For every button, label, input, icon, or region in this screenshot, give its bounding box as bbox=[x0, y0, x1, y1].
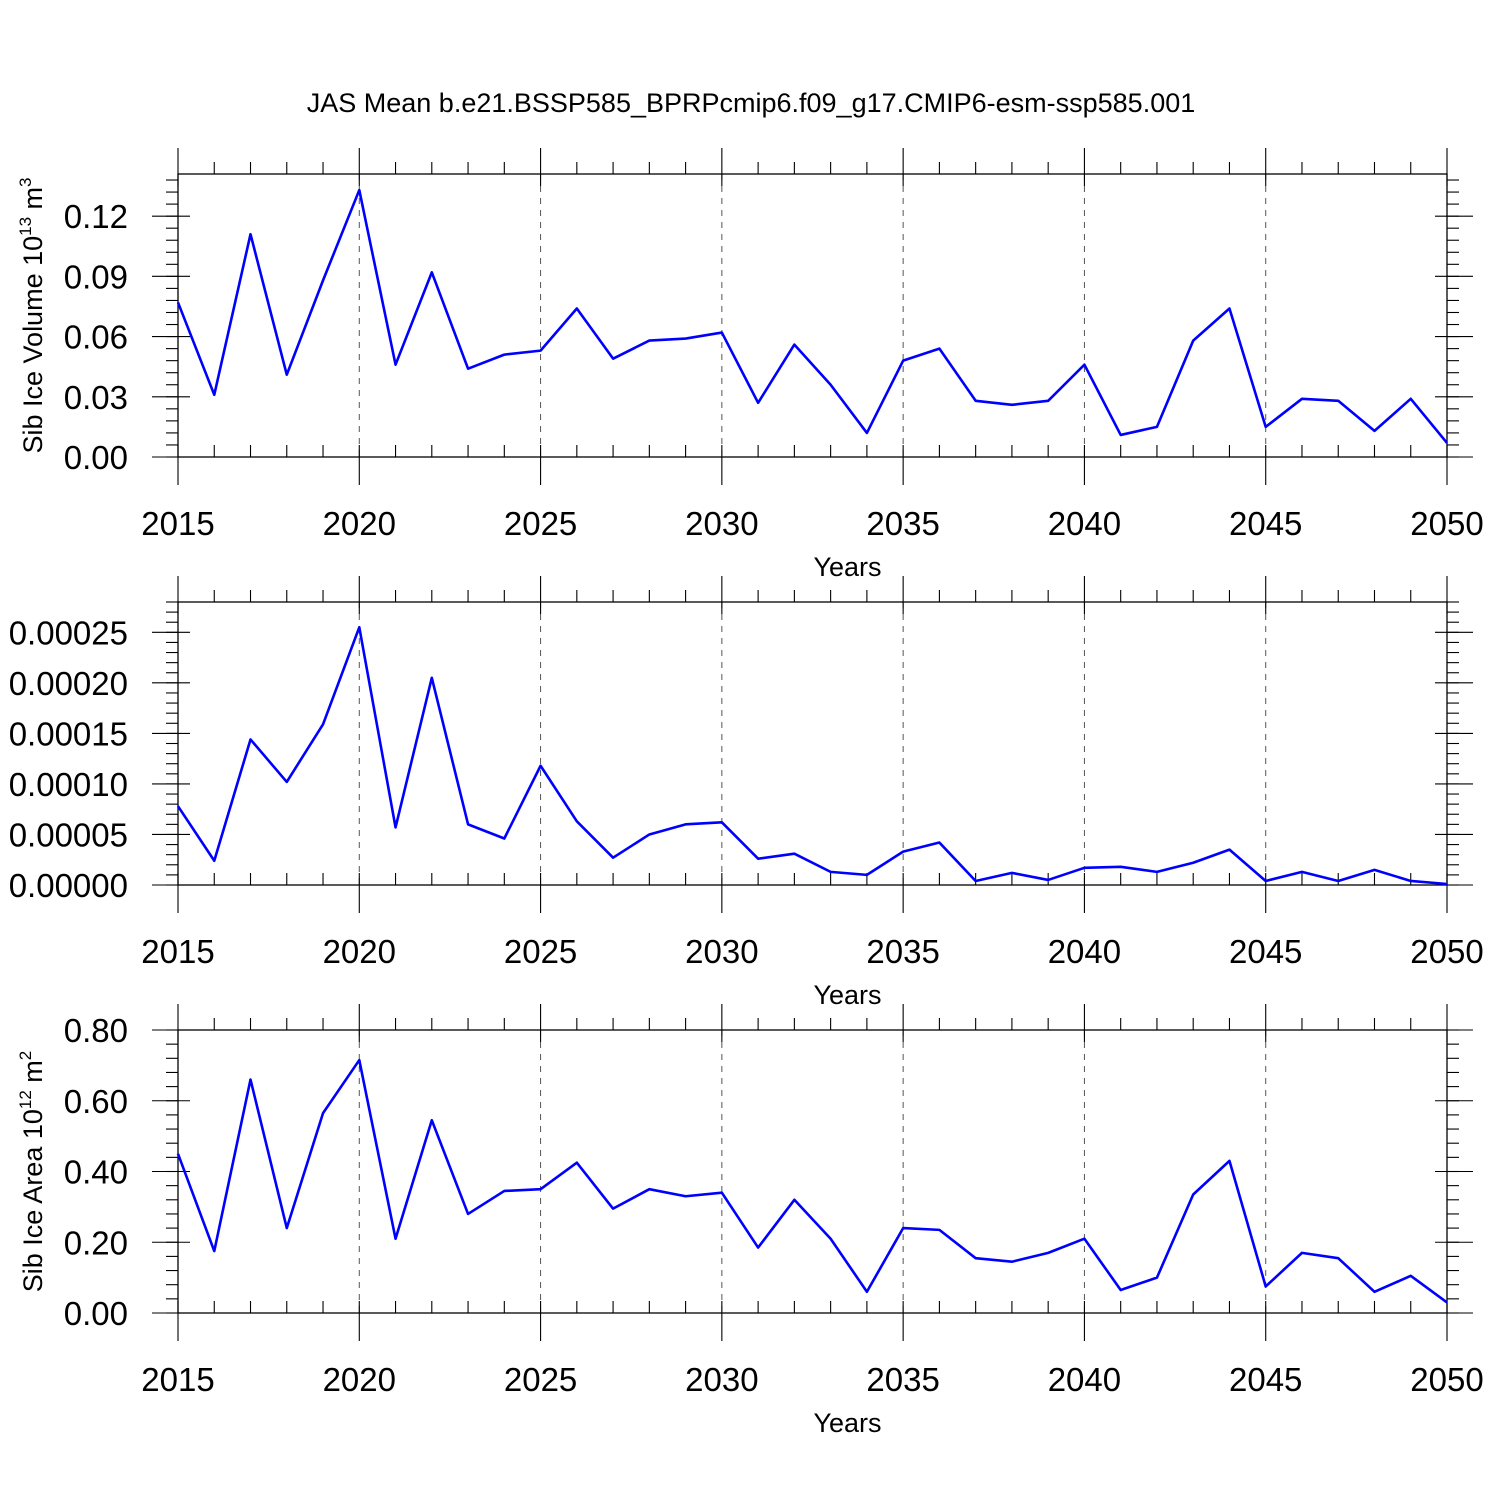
x-tick-label: 2030 bbox=[685, 1361, 758, 1398]
plot-frame bbox=[177, 173, 1448, 458]
x-axis-label: Years bbox=[813, 1408, 881, 1438]
x-axis-label: Years bbox=[813, 980, 881, 1010]
x-tick-label: 2045 bbox=[1229, 1361, 1302, 1398]
panel-volume: 2015 2020 2025 2030 2035 2040 2045 2050 0.00 0.03… bbox=[16, 148, 1484, 582]
plot-frame bbox=[177, 1029, 1448, 1314]
series-line bbox=[176, 1058, 1448, 1304]
plot-frame bbox=[177, 601, 1448, 886]
y-axis-label: Sib Ice Volume 1013 m3 bbox=[16, 177, 48, 453]
y-tick-label: 0.00010 bbox=[9, 766, 128, 803]
panel-area: 2015 2020 2025 2030 2035 2040 2045 2050 0.00 0.20… bbox=[16, 1004, 1484, 1438]
chart-panels: 2015 2020 2025 2030 2035 2040 2045 2050 0.00 0.03… bbox=[9, 148, 1484, 1438]
x-tick-label: 2045 bbox=[1229, 505, 1302, 542]
x-tick-label: 2035 bbox=[866, 933, 939, 970]
x-tick-label: 2030 bbox=[685, 505, 758, 542]
x-tick-label: 2050 bbox=[1410, 1361, 1483, 1398]
x-tick-label: 2020 bbox=[323, 933, 396, 970]
x-tick-label: 2025 bbox=[504, 505, 577, 542]
series-line bbox=[176, 188, 1449, 444]
y-tick-label: 0.03 bbox=[64, 379, 128, 416]
y-tick-label: 0.80 bbox=[64, 1012, 128, 1049]
y-tick-label: 0.40 bbox=[64, 1154, 128, 1191]
x-axis-label: Years bbox=[813, 552, 881, 582]
y-tick-label: 0.60 bbox=[64, 1083, 128, 1120]
x-tick-label: 2020 bbox=[323, 1361, 396, 1398]
x-tick-label: 2015 bbox=[141, 1361, 214, 1398]
series-line bbox=[176, 625, 1448, 886]
x-tick-label: 2015 bbox=[141, 505, 214, 542]
x-tick-label: 2045 bbox=[1229, 933, 1302, 970]
x-tick-label: 2035 bbox=[866, 1361, 939, 1398]
x-tick-label: 2015 bbox=[141, 933, 214, 970]
y-tick-label: 0.00 bbox=[64, 439, 128, 476]
y-tick-label: 0.00005 bbox=[9, 816, 128, 853]
y-tick-label: 0.00025 bbox=[9, 614, 128, 651]
y-tick-label: 0.20 bbox=[64, 1224, 128, 1261]
x-tick-label: 2050 bbox=[1410, 505, 1483, 542]
x-tick-label: 2040 bbox=[1048, 505, 1121, 542]
y-tick-label: 0.09 bbox=[64, 258, 128, 295]
y-tick-label: 0.00020 bbox=[9, 665, 128, 702]
y-tick-label: 0.00000 bbox=[9, 867, 128, 904]
x-tick-label: 2030 bbox=[685, 933, 758, 970]
y-axis-label: Sib Ice Area 1012 m2 bbox=[16, 1051, 48, 1293]
x-tick-label: 2025 bbox=[504, 933, 577, 970]
y-tick-label: 0.00015 bbox=[9, 715, 128, 752]
x-tick-label: 2040 bbox=[1048, 1361, 1121, 1398]
y-tick-label: 0.12 bbox=[64, 198, 128, 235]
y-tick-label: 0.00 bbox=[64, 1295, 128, 1332]
panel-middle: 2015 2020 2025 2030 2035 2040 2045 2050 0.00000 0… bbox=[9, 576, 1484, 1010]
y-tick-label: 0.06 bbox=[64, 319, 128, 356]
x-tick-label: 2040 bbox=[1048, 933, 1121, 970]
figure-title: JAS Mean b.e21.BSSP585_BPRPcmip6.f09_g17… bbox=[307, 88, 1196, 118]
x-tick-label: 2025 bbox=[504, 1361, 577, 1398]
x-tick-label: 2020 bbox=[323, 505, 396, 542]
x-tick-label: 2035 bbox=[866, 505, 939, 542]
x-tick-label: 2050 bbox=[1410, 933, 1483, 970]
